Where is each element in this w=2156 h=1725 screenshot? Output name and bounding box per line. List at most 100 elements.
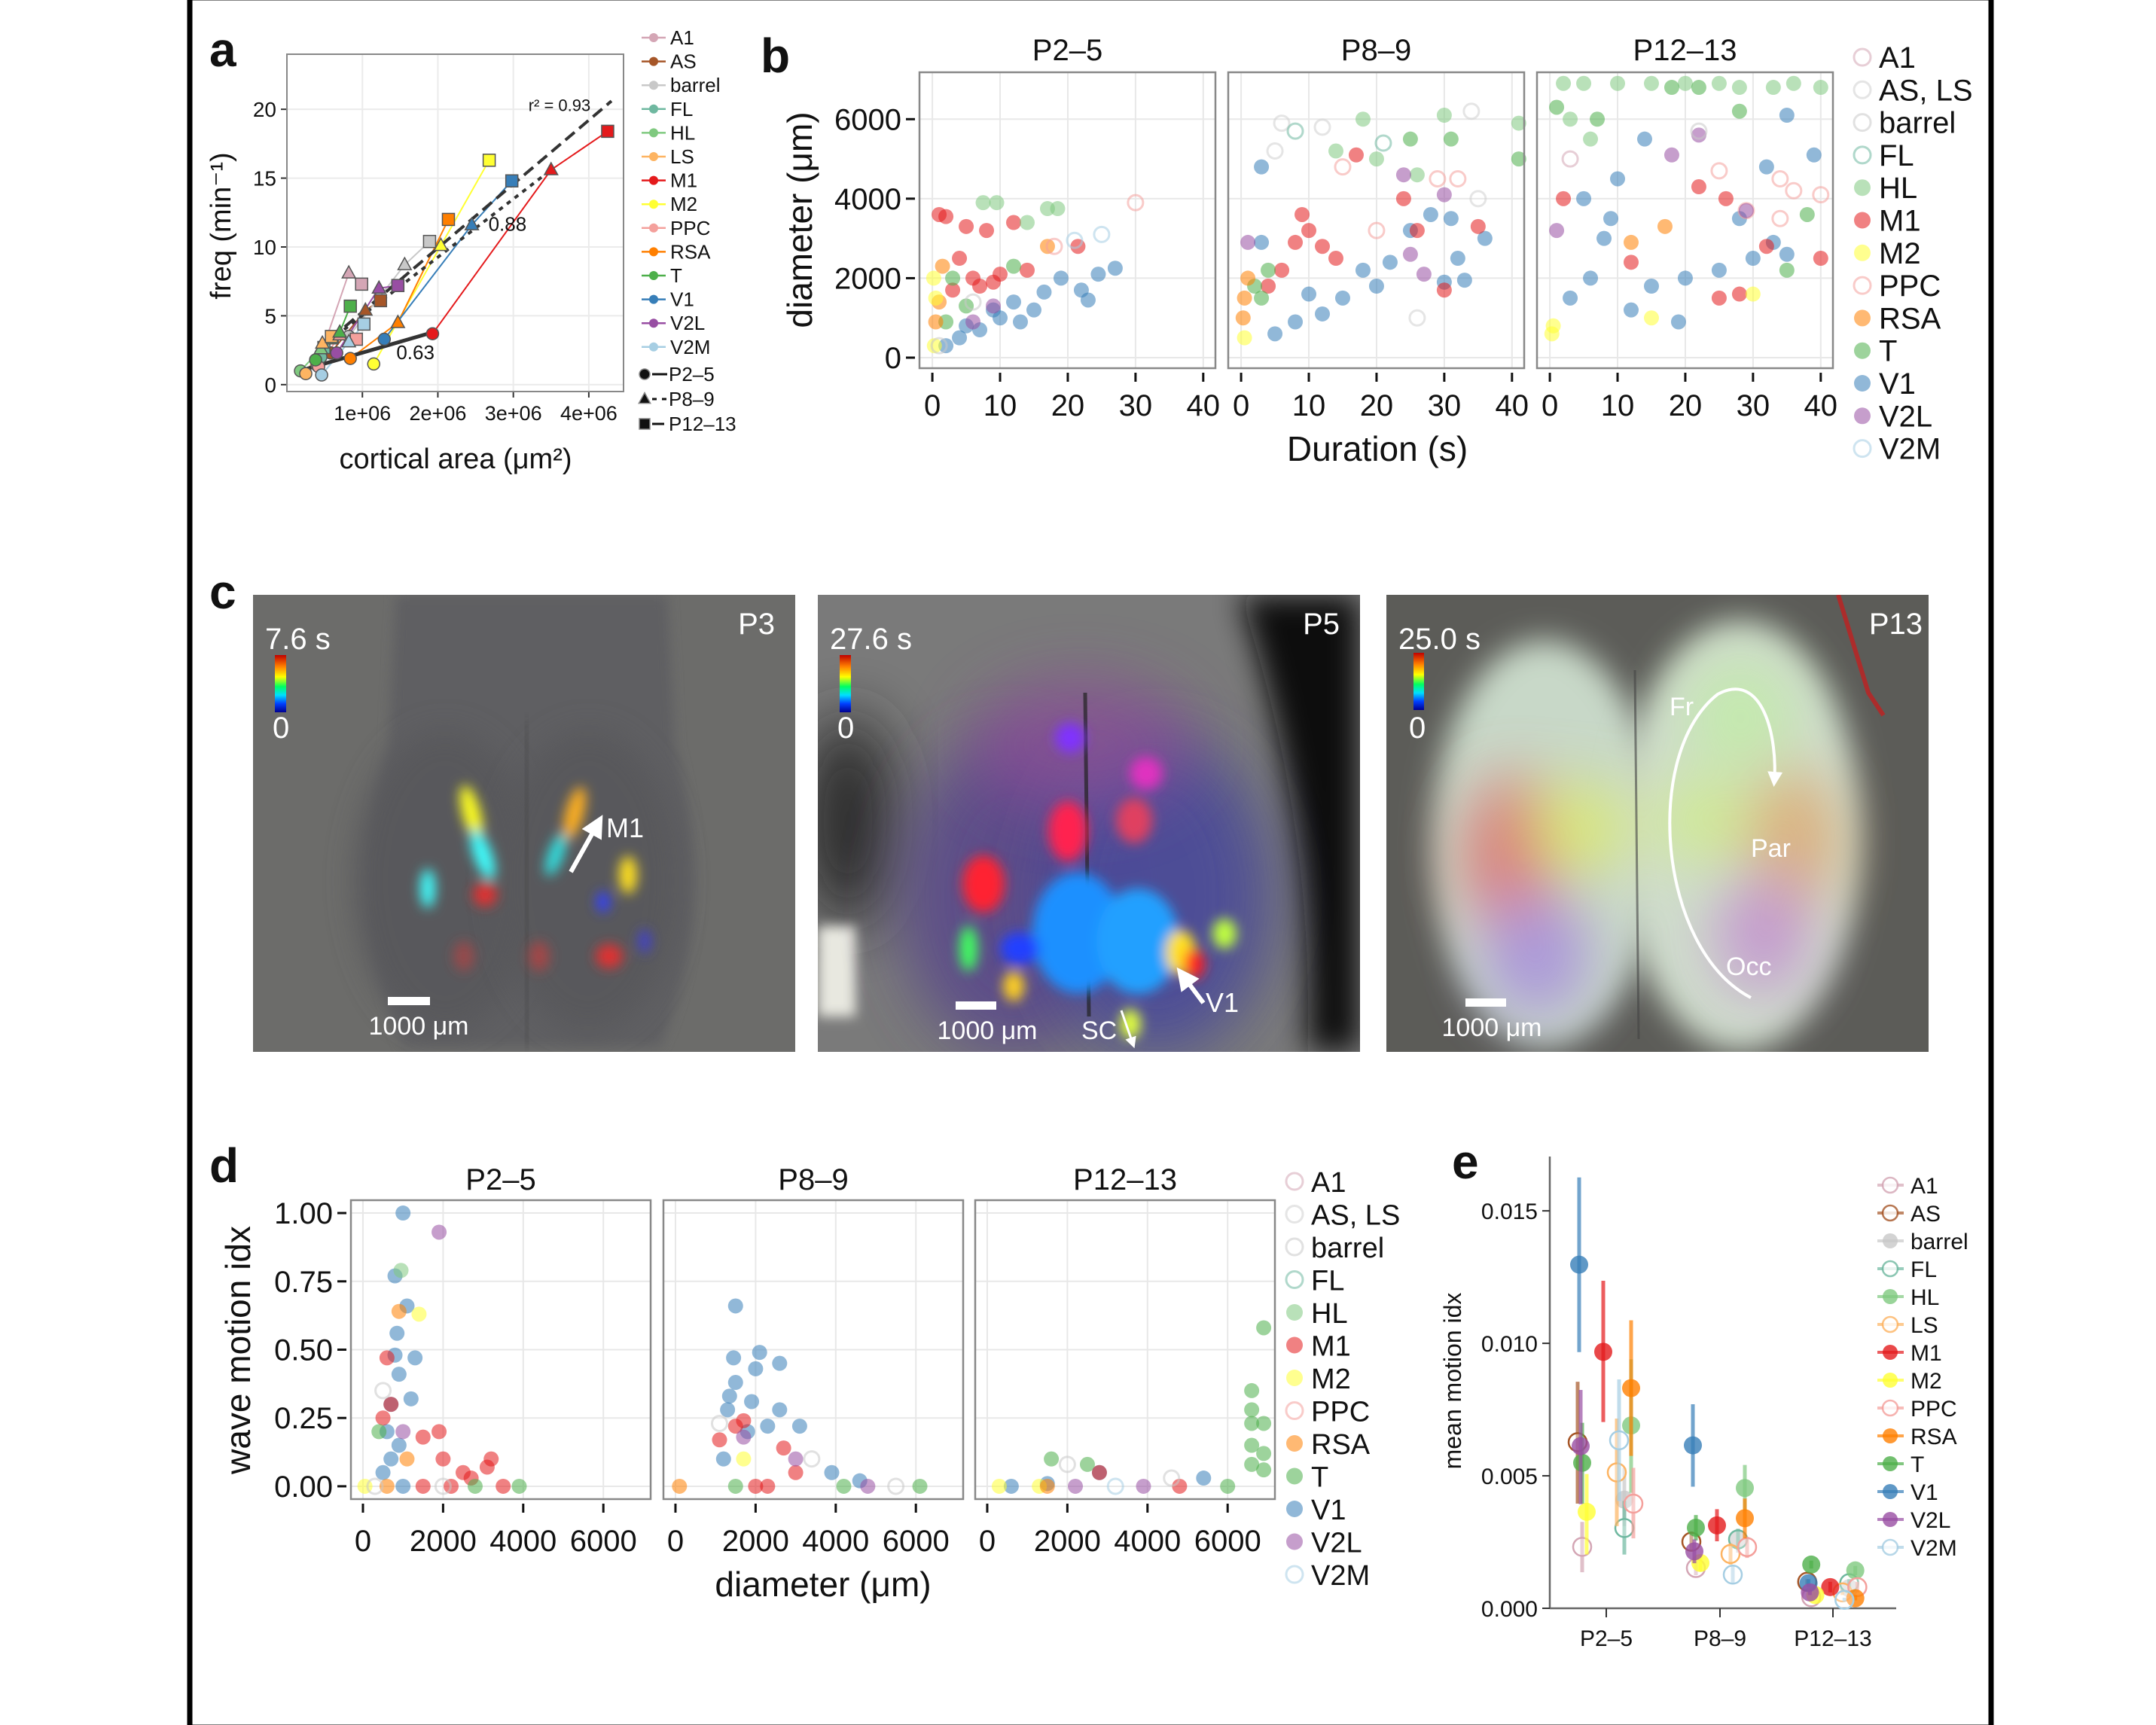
x-tick-label: 0 [979, 1525, 996, 1558]
y-tick-label: 2000 [834, 262, 901, 295]
data-point-V1 [1003, 1478, 1019, 1494]
data-point-T [1256, 1462, 1272, 1478]
legend-label: V2L [670, 312, 705, 334]
data-point-V1 [1711, 262, 1727, 278]
x-tick-label: P2–5 [1580, 1626, 1633, 1651]
brain-image-p3: 7.6 s 0 P3 1000 μm M1 [253, 595, 795, 1052]
data-point-M1 [1288, 234, 1304, 250]
legend-label: barrel [1311, 1233, 1384, 1264]
panel-label-d: d [209, 1138, 239, 1193]
legend-marker [1853, 113, 1872, 133]
data-point-V1 [1643, 278, 1659, 294]
legend-marker [1854, 179, 1871, 197]
x-tick-label: 6000 [883, 1525, 950, 1558]
facet-title: P8–9 [1341, 34, 1411, 67]
data-point-M2 [367, 357, 381, 371]
data-point-T [912, 1478, 928, 1494]
y-axis-title: diameter (μm) [780, 111, 819, 328]
data-point-V1 [952, 330, 968, 346]
x-tick-label: 6000 [570, 1525, 637, 1558]
data-point-V1 [1745, 251, 1761, 267]
legend-label: A1 [1879, 41, 1916, 75]
data-point-M1 [432, 1424, 447, 1440]
legend-marker [649, 128, 658, 138]
data-point-T [1244, 1416, 1260, 1431]
data-point-M1 [1348, 147, 1364, 163]
data-point-T [1244, 1382, 1260, 1398]
data-point-V1 [1563, 290, 1578, 306]
age-label: P13 [1869, 608, 1923, 641]
legend-label: M2 [1879, 237, 1921, 270]
data-point-M1 [415, 1478, 431, 1494]
data-point-V1 [1073, 282, 1089, 298]
legend-marker [649, 247, 658, 257]
x-tick-label: 1e+06 [334, 402, 391, 425]
data-point-V1 [1053, 270, 1069, 286]
data-point-barrel [710, 1414, 728, 1432]
data-point-V1 [1570, 1255, 1588, 1274]
legend-marker [1285, 1270, 1304, 1289]
data-point-V2L [986, 298, 1002, 314]
data-point-V2M [341, 334, 357, 348]
legend-marker [649, 175, 658, 185]
y-tick-label: 0.005 [1481, 1464, 1538, 1489]
scale-bar-label: 1000 μm [1442, 1013, 1542, 1042]
data-point-HL [1050, 201, 1066, 217]
data-point-V2L [1136, 1478, 1151, 1494]
legend-marker [1286, 1533, 1303, 1550]
legend-label: T [670, 264, 682, 287]
plot-border [662, 1199, 965, 1501]
legend-marker [1286, 1370, 1303, 1386]
data-point-M1 [1261, 278, 1276, 294]
data-point-V1 [1779, 246, 1795, 262]
y-tick-label: 0 [885, 342, 901, 375]
data-point-AS-LS [1469, 190, 1487, 208]
data-point-V2M [1066, 231, 1084, 249]
x-tick-label: P12–13 [1794, 1626, 1871, 1651]
legend-label: A1 [1911, 1174, 1938, 1199]
legend-marker [1883, 1456, 1898, 1471]
region-label-par: Par [1751, 834, 1791, 863]
legend-marker [1881, 1204, 1899, 1222]
facet-1: 0 10 20 30 40 P8–9 [1227, 34, 1529, 422]
arrow-icon [1176, 967, 1206, 1004]
legend-marker [1853, 145, 1872, 165]
data-point-PPC [1710, 162, 1728, 180]
data-point-V1 [1583, 270, 1599, 286]
legend-label: V2L [1311, 1528, 1362, 1559]
data-point-V1 [824, 1464, 840, 1480]
data-point-M1 [952, 251, 968, 267]
legend-label: HL [1911, 1285, 1939, 1310]
x-tick-label: 0 [924, 389, 941, 422]
y-tick-label: 0.50 [274, 1334, 333, 1367]
data-point-V2L [1240, 234, 1256, 250]
data-point-M1 [1708, 1516, 1726, 1535]
legend-label: barrel [1911, 1230, 1968, 1254]
legend-label: RSA [1879, 302, 1941, 335]
legend-label: V1 [1911, 1480, 1938, 1505]
age-label: P3 [738, 608, 775, 641]
plot-border [1227, 71, 1526, 370]
data-point-M1 [760, 1478, 776, 1494]
y-tick-label: 10 [253, 236, 276, 259]
legend-label: LS [670, 145, 694, 168]
facet-title: P2–5 [465, 1163, 535, 1196]
r-squared-label: r² = 0.93 [529, 96, 591, 115]
data-point-HL [1846, 1561, 1865, 1580]
data-point-M1 [945, 282, 961, 298]
data-point-HL [1736, 1479, 1754, 1498]
y-tick-label: 0.010 [1481, 1332, 1538, 1357]
x-tick-label: 6000 [1194, 1525, 1261, 1558]
legend-label: AS, LS [1879, 74, 1973, 107]
data-point-M1 [1470, 218, 1486, 234]
data-point-RSA [935, 258, 950, 274]
time-max-label: 7.6 s [265, 623, 331, 656]
legend-label: PPC [1911, 1397, 1957, 1422]
data-point-RSA [672, 1478, 688, 1494]
data-point-V1 [1443, 211, 1459, 227]
legend-label: HL [670, 121, 695, 144]
data-point-M1 [736, 1413, 752, 1428]
data-point-HL [975, 195, 991, 211]
time-min-label: 0 [273, 712, 289, 745]
